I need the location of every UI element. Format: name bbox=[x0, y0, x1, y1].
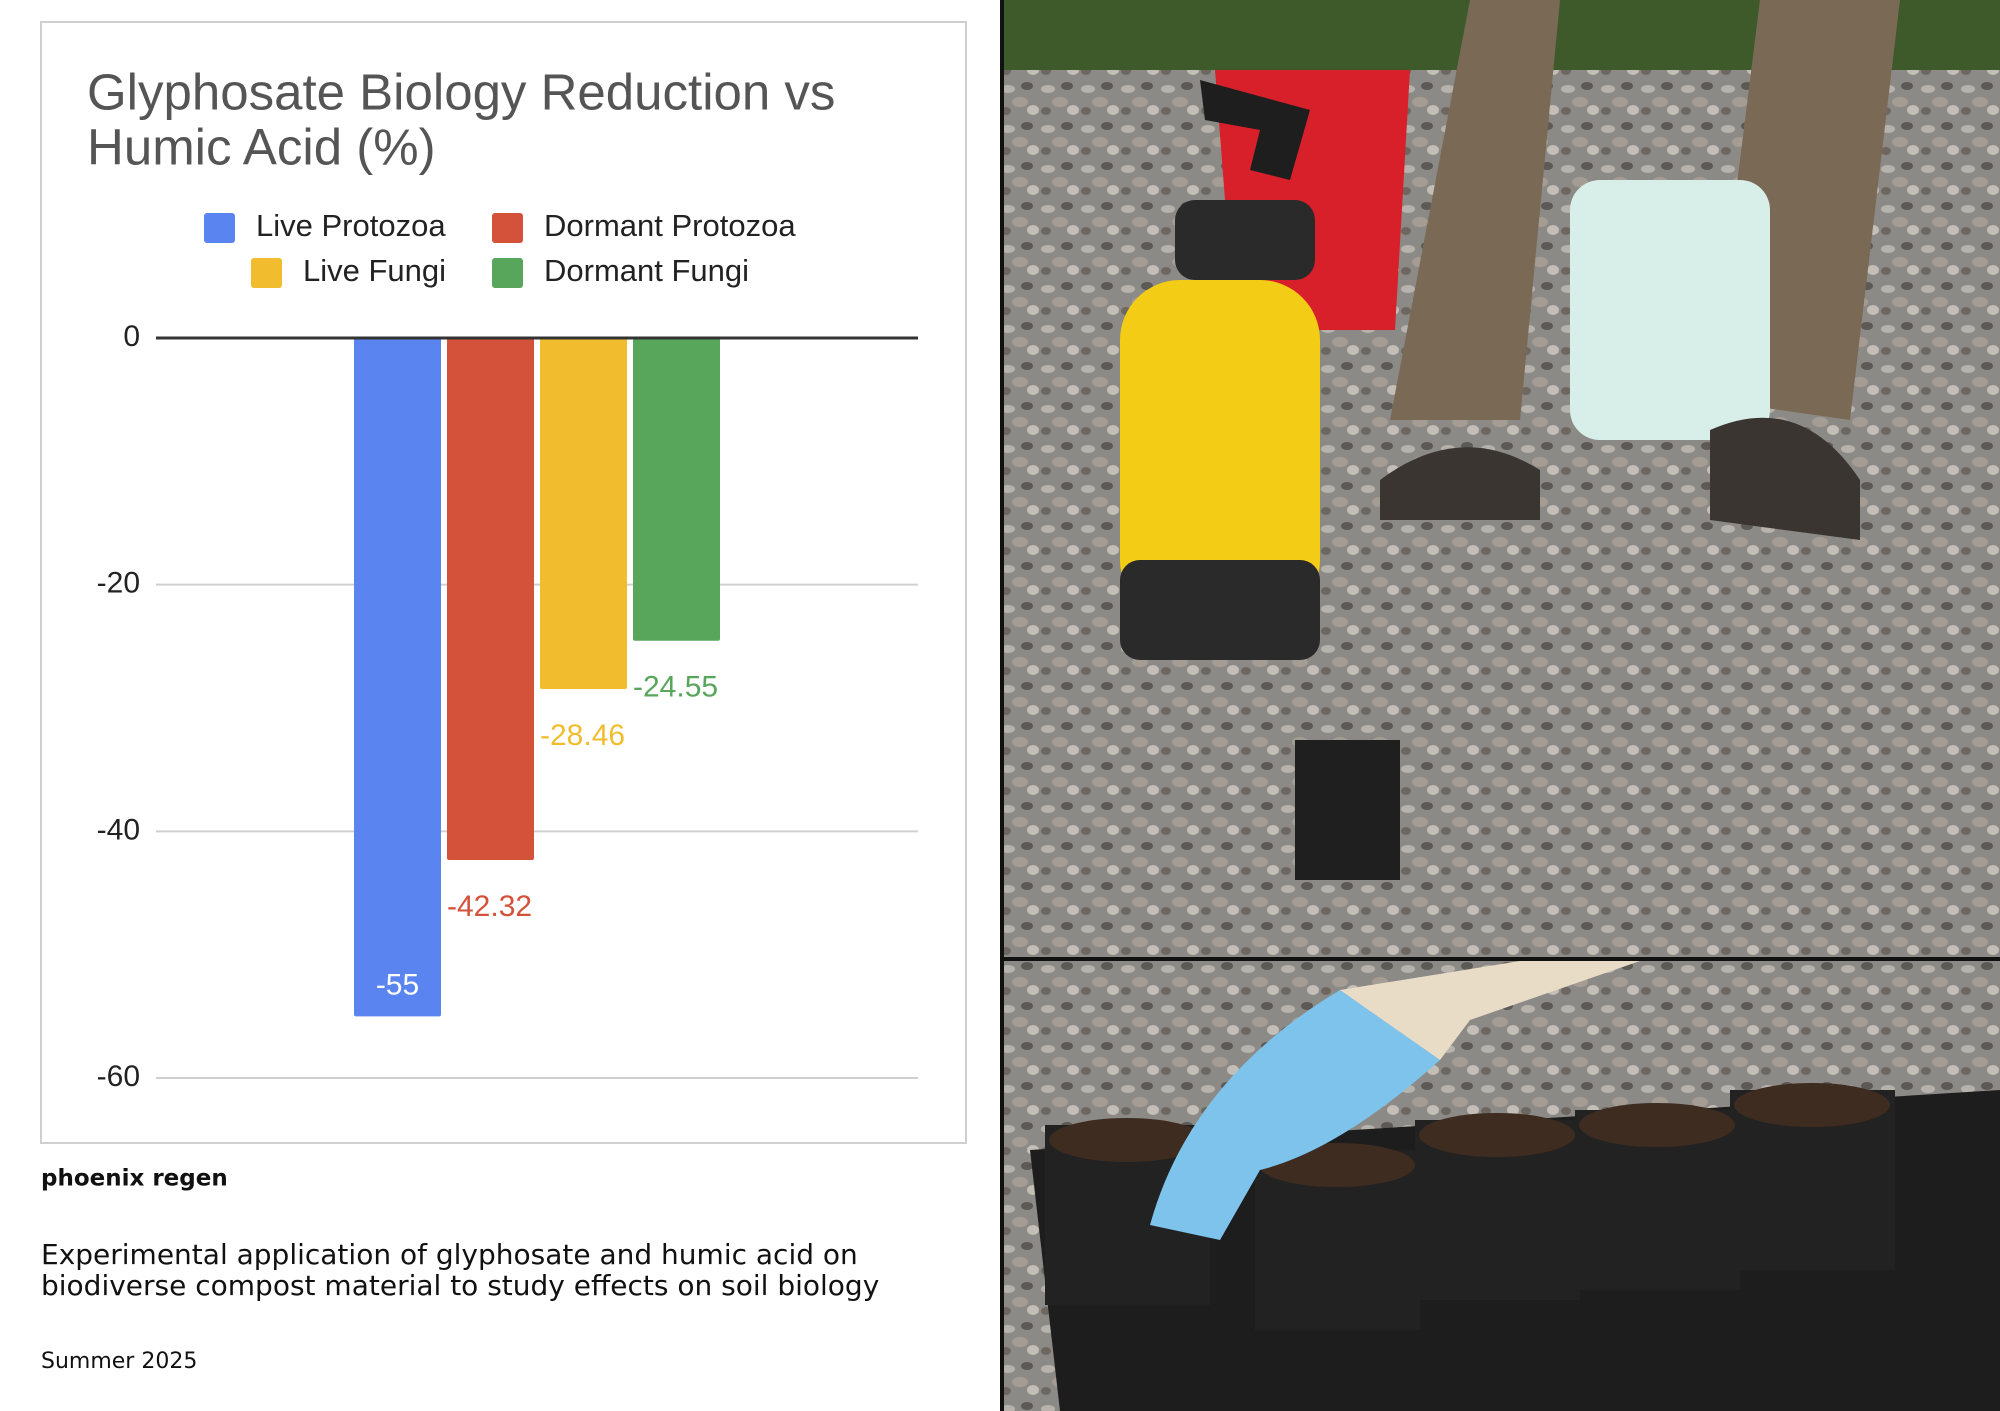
y-tick-label: -60 bbox=[97, 1060, 140, 1093]
chart: Glyphosate Biology Reduction vs Humic Ac… bbox=[87, 63, 918, 1093]
photo-pots bbox=[1004, 961, 2000, 1411]
legend-swatch bbox=[204, 213, 235, 243]
divider bbox=[1004, 957, 2000, 961]
data-label: -28.46 bbox=[540, 719, 625, 752]
bar bbox=[633, 338, 720, 641]
description: Experimental application of glyphosate a… bbox=[41, 1238, 858, 1271]
data-label: -55 bbox=[376, 968, 419, 1001]
y-tick-label: -20 bbox=[97, 567, 140, 600]
brand: phoenix regen bbox=[41, 1166, 228, 1192]
legend-swatch bbox=[492, 213, 523, 243]
legend-label: Dormant Protozoa bbox=[544, 208, 796, 243]
description: biodiverse compost material to study eff… bbox=[41, 1269, 879, 1302]
bar bbox=[354, 338, 441, 1017]
chart-title: Humic Acid (%) bbox=[87, 118, 436, 175]
y-tick-label: -40 bbox=[97, 813, 140, 846]
photo-sprayer bbox=[1004, 0, 2000, 957]
bar bbox=[447, 338, 534, 860]
legend-label: Live Fungi bbox=[303, 253, 446, 288]
legend-label: Dormant Fungi bbox=[544, 253, 749, 288]
legend-swatch bbox=[492, 258, 523, 288]
data-label: -24.55 bbox=[633, 671, 718, 704]
date: Summer 2025 bbox=[41, 1349, 197, 1374]
data-label: -42.32 bbox=[447, 890, 532, 923]
chart-title: Glyphosate Biology Reduction vs bbox=[87, 63, 835, 120]
legend-swatch bbox=[251, 258, 282, 288]
y-tick-label: 0 bbox=[123, 320, 140, 353]
legend-label: Live Protozoa bbox=[256, 208, 446, 243]
bar bbox=[540, 338, 627, 690]
divider bbox=[1000, 0, 1004, 1411]
